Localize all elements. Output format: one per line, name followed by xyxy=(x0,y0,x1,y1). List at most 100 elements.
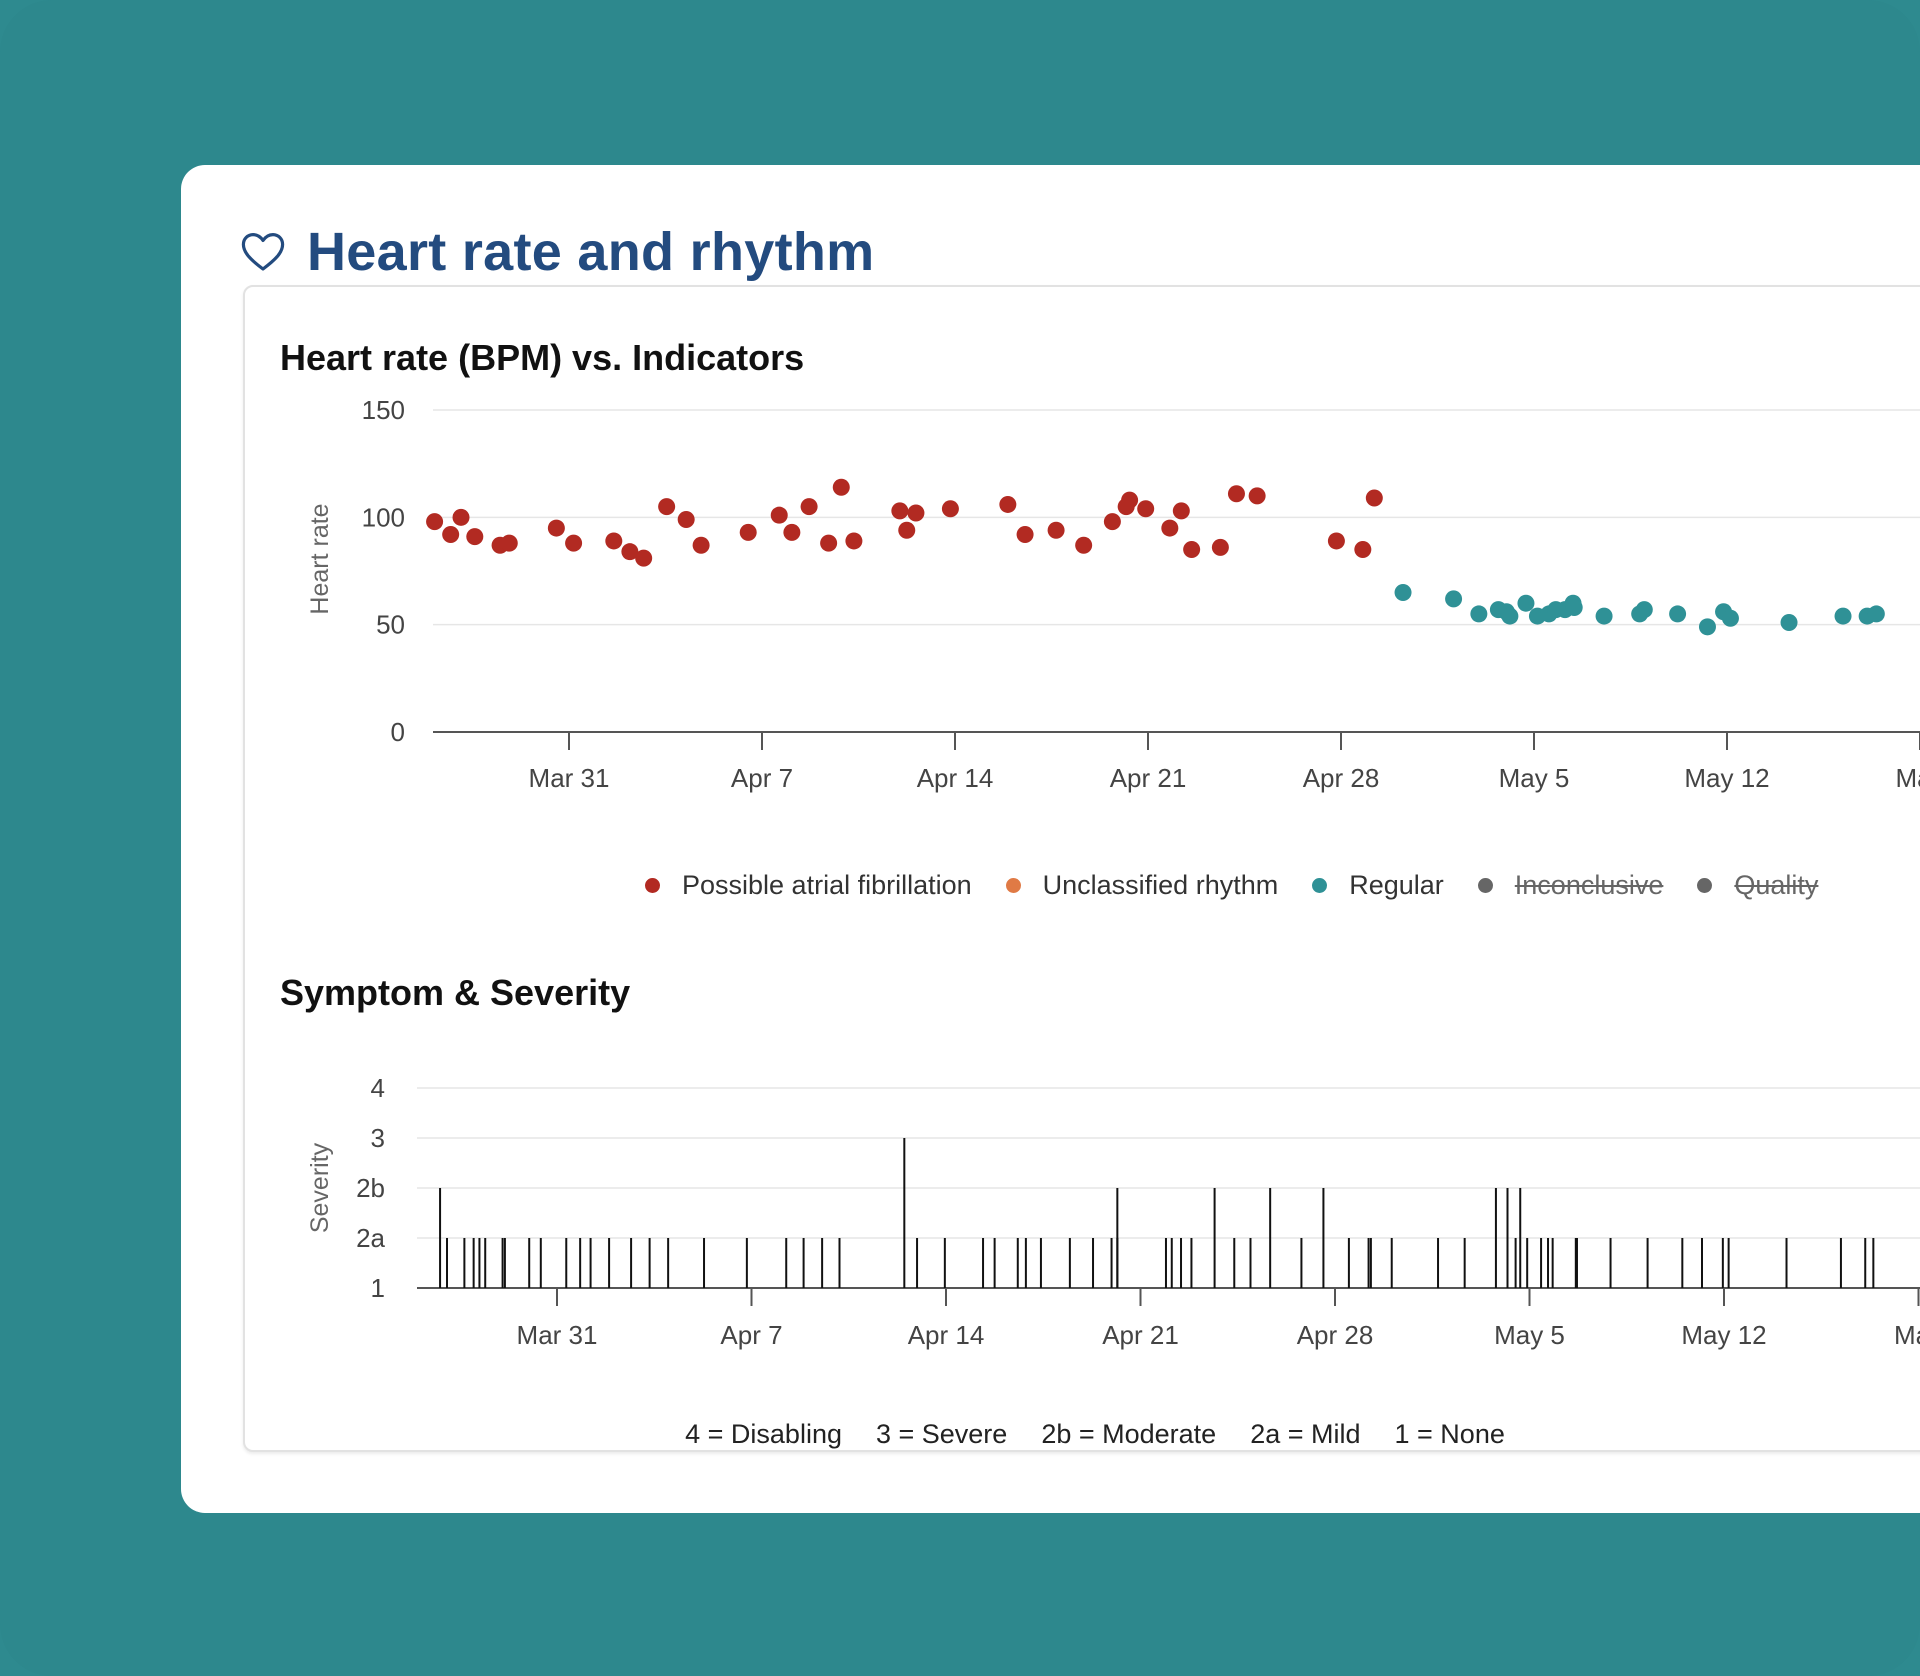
hr-data-point xyxy=(1211,538,1229,556)
severity-x-tick-label: May xyxy=(1894,1320,1920,1350)
legend-dot-icon xyxy=(645,878,660,893)
hr-data-point xyxy=(1248,487,1266,505)
hr-data-point xyxy=(1161,519,1179,537)
hr-data-point xyxy=(1517,594,1535,612)
hr-data-point xyxy=(1669,605,1687,623)
hr-data-point xyxy=(832,478,850,496)
hr-data-point xyxy=(1470,605,1488,623)
hr-x-tick-label: May 12 xyxy=(1684,763,1769,793)
hr-data-point xyxy=(1595,607,1613,625)
legend-label: Regular xyxy=(1349,870,1444,900)
hr-data-point xyxy=(1183,541,1201,559)
severity-legend-item: 1 = None xyxy=(1394,1419,1505,1449)
hr-data-point xyxy=(547,519,565,537)
hr-data-point xyxy=(1075,536,1093,554)
legend-label: Possible atrial fibrillation xyxy=(682,870,972,900)
legend-item[interactable]: Inconclusive xyxy=(1477,870,1664,901)
hr-data-point xyxy=(500,534,518,552)
hr-y-tick-label: 100 xyxy=(362,502,405,532)
hr-x-tick-label: Mar 31 xyxy=(529,763,610,793)
hr-data-point xyxy=(1445,590,1463,608)
hr-data-point xyxy=(1327,532,1345,550)
section-header: Heart rate and rhythm xyxy=(239,217,874,287)
hr-data-point xyxy=(1780,614,1798,632)
severity-chart-title: Symptom & Severity xyxy=(280,972,631,1013)
severity-legend-item: 4 = Disabling xyxy=(685,1419,842,1449)
severity-x-tick-label: May 5 xyxy=(1494,1320,1565,1350)
hr-data-point xyxy=(1565,598,1583,616)
hr-data-point xyxy=(1834,607,1852,625)
hr-data-point xyxy=(1172,502,1190,520)
hr-data-point xyxy=(658,498,676,516)
hr-data-point xyxy=(426,513,444,531)
hr-data-point xyxy=(898,521,916,539)
legend-dot-icon xyxy=(1477,878,1493,893)
hr-data-point xyxy=(1721,609,1739,627)
hr-data-point xyxy=(770,506,788,524)
hr-y-tick-label: 150 xyxy=(362,395,405,425)
legend-label: Unclassified rhythm xyxy=(1042,870,1279,900)
heart-rate-legend: Possible atrial fibrillation Unclassified… xyxy=(645,870,1852,901)
hr-x-tick-label: Apr 28 xyxy=(1303,763,1380,793)
hr-data-point xyxy=(692,536,710,554)
charts-panel: Heart rate (BPM) vs. Indicators 150 100 50… xyxy=(243,285,1920,1452)
severity-x-tick-label: Apr 14 xyxy=(908,1320,985,1350)
hr-y-axis-label: Heart rate xyxy=(306,503,334,614)
hr-data-point xyxy=(1698,618,1716,636)
hr-data-point xyxy=(635,549,653,567)
hr-data-point xyxy=(466,528,484,546)
severity-y-axis-label: Severity xyxy=(306,1142,334,1233)
legend-label: Quality xyxy=(1734,870,1819,900)
hr-data-point xyxy=(1227,485,1245,503)
hr-x-tick-label: Apr 14 xyxy=(917,763,994,793)
hr-y-tick-label: 0 xyxy=(391,717,405,747)
legend-label: Inconclusive xyxy=(1514,870,1664,900)
hr-x-tick-label: Apr 21 xyxy=(1110,763,1187,793)
hr-data-point xyxy=(891,502,909,520)
hr-data-point xyxy=(820,534,838,552)
hr-data-point xyxy=(621,543,639,561)
hr-data-point xyxy=(442,526,460,544)
hr-x-tick-label: Apr 7 xyxy=(731,763,793,793)
severity-y-tick-label: 1 xyxy=(371,1273,385,1303)
legend-item[interactable]: Possible atrial fibrillation xyxy=(645,870,972,901)
severity-x-tick-label: May 12 xyxy=(1681,1320,1766,1350)
severity-x-tick-label: Apr 7 xyxy=(720,1320,782,1350)
content-card: Heart rate and rhythm Heart rate (BPM) v… xyxy=(181,165,1920,1513)
hr-data-point xyxy=(739,523,757,541)
heart-outline-icon xyxy=(241,233,285,271)
hr-data-point xyxy=(1137,500,1155,518)
hr-data-point xyxy=(605,532,623,550)
hr-x-tick-label: May 5 xyxy=(1499,763,1570,793)
hr-data-point xyxy=(999,495,1017,513)
hr-data-point xyxy=(565,534,583,552)
legend-dot-icon xyxy=(1697,878,1713,893)
severity-x-tick-label: Mar 31 xyxy=(517,1320,598,1350)
severity-y-tick-label: 2a xyxy=(356,1223,385,1253)
hr-data-point xyxy=(941,500,959,518)
severity-legend-item: 2a = Mild xyxy=(1250,1419,1361,1449)
severity-y-tick-label: 2b xyxy=(356,1173,385,1203)
hr-y-tick-label: 50 xyxy=(376,610,405,640)
hr-data-point xyxy=(452,508,470,526)
legend-dot-icon xyxy=(1005,878,1021,893)
severity-y-tick-label: 4 xyxy=(371,1073,385,1103)
hr-data-point xyxy=(1635,601,1653,619)
hr-x-tick-label: May xyxy=(1895,763,1920,793)
hr-data-point xyxy=(1121,491,1139,509)
heart-rate-chart: 150 100 50 0 Mar 31 Apr 7 Apr 14 Apr 21 Apr 28 Ma… xyxy=(306,395,1920,793)
hr-data-point xyxy=(1365,489,1383,507)
hr-data-point xyxy=(677,510,695,528)
legend-item[interactable]: Quality xyxy=(1697,870,1818,901)
hr-data-point xyxy=(1501,607,1519,625)
hr-data-point xyxy=(1016,526,1034,544)
severity-y-tick-label: 3 xyxy=(371,1123,385,1153)
legend-item[interactable]: Regular xyxy=(1312,870,1444,901)
severity-x-tick-label: Apr 28 xyxy=(1297,1320,1374,1350)
heart-rate-chart-title: Heart rate (BPM) vs. Indicators xyxy=(280,337,805,378)
legend-item[interactable]: Unclassified rhythm xyxy=(1005,870,1279,901)
page-title: Heart rate and rhythm xyxy=(307,222,875,282)
hr-data-point xyxy=(845,532,863,550)
severity-chart: 1 2a 2b 3 4 Mar 31 Apr 7 Apr 14 Apr 21 Apr 28 May … xyxy=(306,1073,1920,1350)
